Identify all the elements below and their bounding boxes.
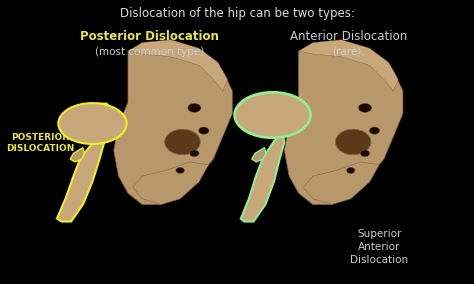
Ellipse shape: [190, 150, 199, 157]
Text: Posterior Dislocation: Posterior Dislocation: [80, 30, 219, 43]
Ellipse shape: [64, 108, 109, 135]
Polygon shape: [86, 104, 111, 131]
Text: Superior
Anterior
Dislocation: Superior Anterior Dislocation: [350, 229, 408, 265]
Polygon shape: [241, 131, 284, 222]
Polygon shape: [70, 148, 84, 162]
Polygon shape: [284, 45, 403, 204]
Ellipse shape: [235, 92, 310, 138]
Polygon shape: [269, 106, 290, 119]
Ellipse shape: [58, 103, 127, 144]
Polygon shape: [299, 40, 398, 91]
Polygon shape: [114, 45, 232, 204]
Ellipse shape: [369, 127, 380, 134]
Polygon shape: [303, 162, 379, 204]
Ellipse shape: [176, 167, 184, 174]
Ellipse shape: [358, 103, 372, 112]
Text: Dislocation of the hip can be two types:: Dislocation of the hip can be two types:: [119, 7, 355, 20]
Polygon shape: [57, 131, 104, 222]
Polygon shape: [133, 162, 209, 204]
Ellipse shape: [336, 129, 371, 155]
Polygon shape: [90, 114, 111, 126]
Polygon shape: [252, 148, 266, 162]
Text: Anterior Dislocation: Anterior Dislocation: [290, 30, 407, 43]
Text: (rare).: (rare).: [332, 47, 365, 57]
Ellipse shape: [239, 97, 292, 128]
Ellipse shape: [165, 129, 200, 155]
Text: (most common type): (most common type): [95, 47, 204, 57]
Polygon shape: [128, 40, 228, 91]
Ellipse shape: [346, 167, 355, 174]
Ellipse shape: [188, 103, 201, 112]
Ellipse shape: [360, 150, 370, 157]
Polygon shape: [265, 98, 293, 131]
Text: POSTERIOR
DISLOCATION: POSTERIOR DISLOCATION: [6, 133, 74, 153]
Ellipse shape: [199, 127, 209, 134]
